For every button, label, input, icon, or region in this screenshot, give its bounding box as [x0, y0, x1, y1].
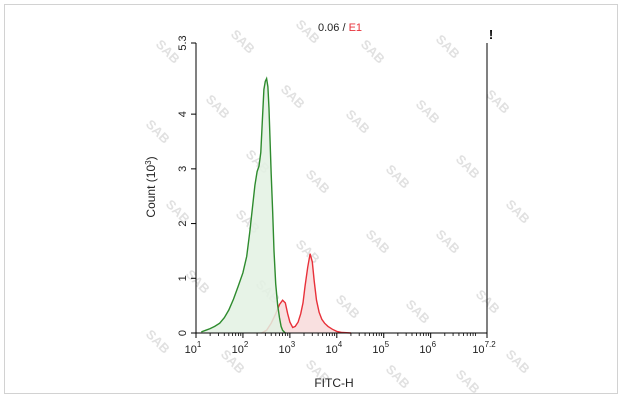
watermark-text: SAB [383, 162, 413, 192]
chart-panel: SAB SAB SAB SAB SAB SAB SAB SAB SAB SAB SAB SAB SAB S… [4, 4, 618, 395]
watermark-text: SAB [433, 227, 463, 257]
watermark-text: SAB [453, 367, 483, 395]
watermark-text: SAB [413, 97, 443, 127]
y-tick-label: 4 [177, 111, 189, 117]
x-tick-label: 107.2 [472, 340, 496, 356]
series-line [261, 253, 351, 334]
series-area [201, 78, 286, 333]
watermark-text: SAB [383, 362, 413, 392]
watermark-text: SAB [473, 287, 503, 317]
y-tick-label: 2 [177, 221, 189, 227]
watermark-text: SAB [303, 167, 333, 197]
gate-label: E1 [349, 22, 362, 34]
watermark-text: SAB [363, 227, 393, 257]
watermark-text: SAB [358, 37, 388, 67]
x-tick-label: 102 [232, 340, 249, 356]
watermark-text: SAB [343, 107, 373, 137]
series-line [201, 76, 286, 334]
series-layer [201, 76, 351, 334]
watermark-text: SAB [143, 327, 173, 357]
gate-marker-icon[interactable]: ! [489, 27, 493, 42]
x-tick-label: 103 [279, 340, 296, 356]
watermark-text: SAB [453, 152, 483, 182]
watermark-text: SAB [203, 92, 233, 122]
y-axis-title-main: Count (10 [144, 165, 158, 218]
x-tick-label: 104 [325, 340, 342, 356]
watermark-text: SAB [403, 297, 433, 327]
watermark-text: SAB [333, 292, 363, 322]
y-tick-label: 5.3 [177, 35, 189, 50]
series-area [261, 253, 351, 333]
watermark-text: SAB [228, 27, 258, 57]
watermark-text: SAB [433, 32, 463, 62]
axes-layer: 0 1 2 3 4 5.3 101 102 103 104 105 106 107.2 [177, 35, 496, 356]
y-tick-label: 1 [177, 275, 189, 281]
watermark-text: SAB [503, 347, 533, 377]
x-tick-label: 101 [185, 340, 202, 356]
gate-percent: 0.06 [318, 22, 339, 34]
y-tick-label: 0 [177, 330, 189, 336]
x-axis-title: FITC-H [314, 376, 353, 390]
title-separator: / [339, 22, 348, 34]
watermark-text: SAB [503, 197, 533, 227]
watermark-text: SAB [293, 237, 323, 267]
chart-title: 0.06 / E1 [318, 22, 362, 34]
x-tick-label: 106 [419, 340, 436, 356]
watermark-text: SAB [278, 82, 308, 112]
y-tick-label: 3 [177, 166, 189, 172]
watermark-text: SAB [143, 117, 173, 147]
x-tick-label: 105 [372, 340, 389, 356]
y-axis-title-suffix: ) [144, 156, 158, 160]
y-axis-title: Count (103) [144, 156, 159, 217]
y-axis-title-exponent: 3 [144, 160, 153, 165]
